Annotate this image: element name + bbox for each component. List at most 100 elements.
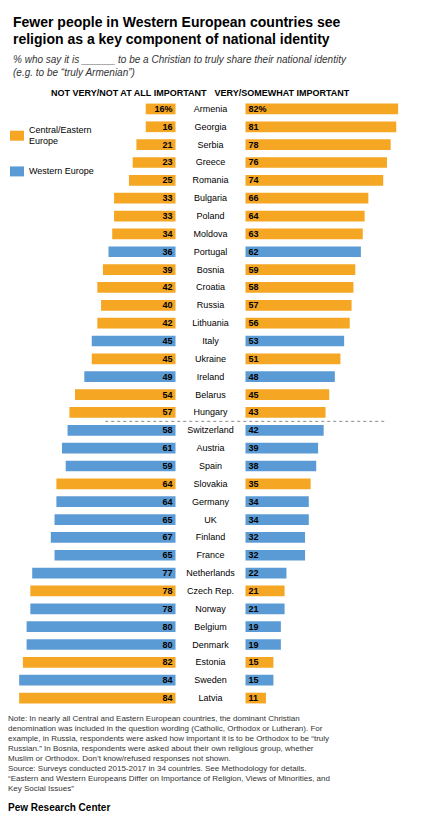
svg-text:74: 74 [249,175,259,185]
svg-text:Finland: Finland [196,532,226,542]
svg-text:Italy: Italy [202,336,219,346]
svg-text:45: 45 [162,336,172,346]
svg-text:21: 21 [249,604,259,614]
svg-text:Czech Rep.: Czech Rep. [187,586,234,596]
svg-text:UK: UK [204,515,217,525]
svg-text:82: 82 [162,657,172,667]
svg-text:39: 39 [162,265,172,275]
svg-text:15: 15 [249,675,259,685]
svg-text:45: 45 [249,390,259,400]
svg-text:Russia: Russia [197,300,225,310]
svg-text:33: 33 [162,193,172,203]
svg-text:Netherlands: Netherlands [186,568,235,578]
svg-text:11: 11 [249,693,259,703]
svg-text:58: 58 [162,425,172,435]
svg-text:Spain: Spain [199,461,222,471]
svg-text:Pew Research Center: Pew Research Center [8,802,110,813]
svg-text:Denmark: Denmark [192,640,229,650]
svg-text:19: 19 [249,622,259,632]
svg-text:Portugal: Portugal [194,247,228,257]
svg-text:66: 66 [249,193,259,203]
svg-text:80: 80 [162,640,172,650]
svg-text:Belarus: Belarus [195,390,226,400]
svg-text:Switzerland: Switzerland [187,425,234,435]
svg-text:57: 57 [162,407,172,417]
svg-text:25: 25 [162,175,172,185]
svg-text:80: 80 [162,622,172,632]
svg-text:15: 15 [249,657,259,667]
svg-text:16%: 16% [154,104,172,114]
svg-text:63: 63 [249,229,259,239]
svg-text:78: 78 [249,140,259,150]
svg-text:67: 67 [162,532,172,542]
svg-text:NOT VERY/NOT AT ALL IMPORTANT: NOT VERY/NOT AT ALL IMPORTANT [51,88,207,98]
svg-text:84: 84 [162,693,172,703]
svg-text:religion as a key component of: religion as a key component of national … [13,31,330,47]
svg-text:Ireland: Ireland [197,372,225,382]
svg-text:34: 34 [249,497,259,507]
svg-text:82%: 82% [249,104,267,114]
svg-text:19: 19 [249,640,259,650]
svg-text:65: 65 [162,515,172,525]
svg-text:58: 58 [249,282,259,292]
svg-text:56: 56 [249,318,259,328]
svg-text:Central/Eastern: Central/Eastern [29,125,92,135]
svg-text:21: 21 [162,140,172,150]
svg-text:Armenia: Armenia [194,104,228,114]
svg-text:32: 32 [249,550,259,560]
svg-text:Belgium: Belgium [194,622,227,632]
svg-text:59: 59 [249,265,259,275]
svg-text:Lithuania: Lithuania [192,318,229,328]
svg-text:Greece: Greece [196,157,226,167]
svg-text:Croatia: Croatia [196,282,225,292]
svg-text:Latvia: Latvia [198,693,222,703]
svg-text:36: 36 [162,247,172,257]
svg-text:34: 34 [162,229,172,239]
svg-text:Fewer people in Western Europe: Fewer people in Western European countri… [13,14,340,30]
svg-text:Russian.” In Bosnia, responden: Russian.” In Bosnia, respondents were as… [8,744,314,753]
svg-text:59: 59 [162,461,172,471]
svg-text:example, in Russia, respondent: example, in Russia, respondents were ask… [8,734,329,743]
svg-text:21: 21 [249,586,259,596]
svg-text:Hungary: Hungary [193,407,228,417]
svg-text:Europe: Europe [29,136,58,146]
svg-text:16: 16 [162,122,172,132]
svg-text:Georgia: Georgia [194,122,226,132]
svg-text:39: 39 [249,443,259,453]
svg-text:VERY/SOMEWHAT IMPORTANT: VERY/SOMEWHAT IMPORTANT [215,88,350,98]
svg-text:84: 84 [162,675,172,685]
svg-text:40: 40 [162,300,172,310]
svg-text:Moldova: Moldova [193,229,227,239]
svg-text:57: 57 [249,300,259,310]
svg-text:Germany: Germany [192,497,230,507]
svg-text:Austria: Austria [196,443,224,453]
svg-text:61: 61 [162,443,172,453]
svg-text:% who say it is ______ to be a: % who say it is ______ to be a Christian… [13,54,347,65]
svg-text:65: 65 [162,550,172,560]
svg-text:78: 78 [162,586,172,596]
svg-text:33: 33 [162,211,172,221]
svg-text:62: 62 [249,247,259,257]
svg-text:Romania: Romania [192,175,228,185]
svg-text:42: 42 [249,425,259,435]
svg-text:France: France [196,550,224,560]
svg-text:Note: In nearly all Central an: Note: In nearly all Central and Eastern … [8,714,300,723]
svg-text:35: 35 [249,479,259,489]
svg-text:Sweden: Sweden [194,675,227,685]
svg-text:45: 45 [162,354,172,364]
svg-text:54: 54 [162,390,172,400]
svg-text:Western Europe: Western Europe [29,166,94,176]
svg-text:34: 34 [249,515,259,525]
svg-text:Source: Surveys conducted 2015: Source: Surveys conducted 2015-2017 in 3… [8,764,306,773]
svg-text:32: 32 [249,532,259,542]
svg-text:Muslim or Orthodox. Don’t know: Muslim or Orthodox. Don’t know/refused r… [8,754,231,763]
svg-text:49: 49 [162,372,172,382]
svg-text:51: 51 [249,354,259,364]
svg-text:Key Social Issues”: Key Social Issues” [8,784,74,793]
svg-text:denomination was included in t: denomination was included in the questio… [8,724,323,733]
svg-text:48: 48 [249,372,259,382]
svg-text:43: 43 [249,407,259,417]
svg-text:23: 23 [162,157,172,167]
svg-text:42: 42 [162,282,172,292]
svg-text:64: 64 [249,211,259,221]
